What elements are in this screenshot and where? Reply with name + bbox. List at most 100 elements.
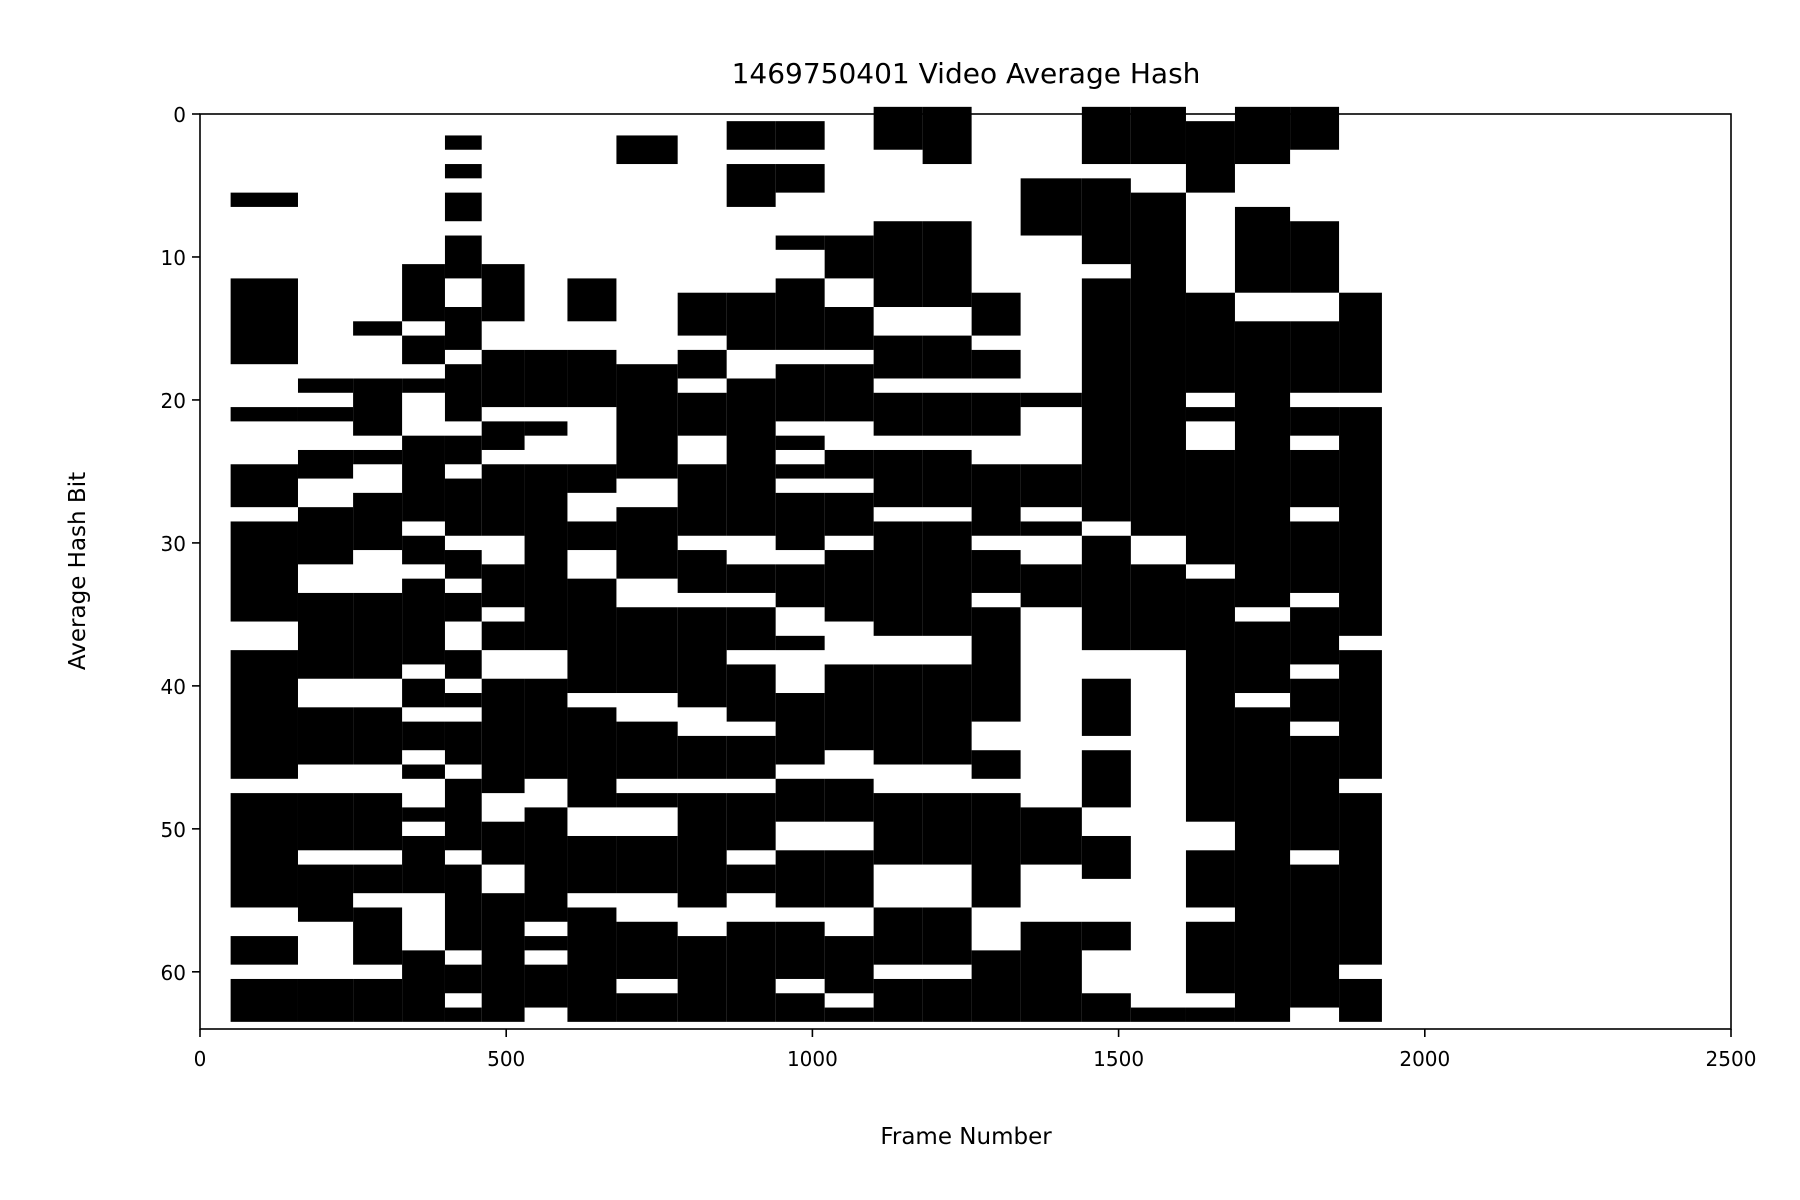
- hash-bit-cell: [567, 835, 617, 894]
- hash-bit-cell: [726, 735, 776, 779]
- hash-bit-cell: [726, 378, 776, 536]
- hash-bit-cell: [616, 607, 678, 694]
- hash-bit-cell: [353, 321, 403, 336]
- hash-bit-cell: [824, 936, 874, 994]
- y-tick-label: 0: [173, 103, 186, 127]
- hash-bit-cell: [230, 521, 298, 622]
- hash-bit-cell: [677, 292, 727, 336]
- hash-bit-cell: [444, 435, 482, 465]
- x-axis-label: Frame Number: [880, 1124, 1052, 1150]
- hash-bit-cell: [297, 507, 354, 565]
- hash-bit-cell: [230, 978, 298, 1022]
- hash-bit-cell: [971, 464, 1021, 536]
- hash-bit-cell: [824, 492, 874, 536]
- hash-bit-cell: [1234, 621, 1291, 694]
- hash-bit-cell: [1290, 449, 1340, 508]
- plot-area: [199, 106, 1732, 1030]
- hash-bit-cell: [567, 578, 617, 694]
- hash-bit-cell: [971, 793, 1021, 908]
- hash-bit-cell: [1290, 607, 1340, 665]
- hash-bit-cell: [444, 135, 482, 150]
- hash-bit-cell: [873, 335, 923, 379]
- x-tick-label: 0: [194, 1047, 207, 1071]
- hash-bit-cell: [677, 464, 727, 536]
- hash-bit-cell: [230, 464, 298, 508]
- hash-bit-cell: [677, 349, 727, 379]
- hash-bit-cell: [353, 378, 403, 436]
- hash-bit-cell: [481, 821, 525, 865]
- hash-bit-cell: [971, 750, 1021, 779]
- hash-bit-cell: [524, 421, 568, 436]
- hash-bit-cell: [567, 464, 617, 493]
- hash-bit-cell: [775, 564, 825, 608]
- hash-bit-cell: [1081, 178, 1131, 265]
- hash-bit-cell: [873, 793, 923, 865]
- hash-bit-cell: [775, 121, 825, 150]
- hash-bit-cell: [481, 621, 525, 651]
- hash-bit-cell: [402, 678, 445, 708]
- hash-bit-cell: [726, 793, 776, 851]
- hash-bit-cell: [1290, 221, 1340, 293]
- hash-bit-cell: [1185, 292, 1235, 393]
- hash-bit-cell: [402, 721, 445, 751]
- x-tick-label: 2000: [1399, 1047, 1450, 1071]
- hash-bit-cell: [230, 936, 298, 965]
- hash-bit-cell: [481, 678, 525, 794]
- hash-bit-cell: [353, 978, 403, 1022]
- hash-bit-cell: [1020, 807, 1082, 865]
- hash-bit-cell: [567, 521, 617, 551]
- hash-bit-cell: [1020, 521, 1082, 536]
- hash-bit-cell: [873, 978, 923, 1022]
- hash-bit-cell: [1339, 650, 1382, 779]
- hash-bit-cell: [297, 592, 354, 679]
- hash-bit-cell: [444, 778, 482, 851]
- hash-bit-cell: [1081, 750, 1131, 808]
- hash-bit-cell: [402, 578, 445, 665]
- hash-bit-cell: [297, 707, 354, 765]
- x-tick-label: 1500: [1093, 1047, 1144, 1071]
- hash-bit-cell: [524, 936, 568, 951]
- hash-bit-cell: [726, 921, 776, 1022]
- plot-frame: [199, 113, 1732, 1030]
- hash-bit-cell: [824, 449, 874, 479]
- hash-bit-cell: [1130, 1007, 1186, 1022]
- hash-bit-cell: [402, 435, 445, 522]
- hash-bit-cell: [402, 335, 445, 365]
- hash-bit-cell: [297, 978, 354, 1022]
- hash-bit-cell: [775, 492, 825, 551]
- hash-bit-cell: [1185, 1007, 1235, 1022]
- hash-bit-cell: [922, 335, 972, 379]
- hash-bit-cell: [775, 164, 825, 193]
- hash-bit-cell: [1234, 206, 1291, 293]
- hash-bit-cell: [353, 707, 403, 765]
- hash-bit-cell: [1290, 407, 1340, 436]
- hash-bit-cell: [677, 735, 727, 779]
- hash-bit-cell: [481, 421, 525, 450]
- hash-bit-cell: [677, 607, 727, 708]
- hash-bit-cell: [1081, 678, 1131, 736]
- hash-bit-cell: [873, 221, 923, 308]
- hash-bit-cell: [1290, 678, 1340, 722]
- hash-bit-cell: [444, 192, 482, 222]
- hash-bit-cell: [726, 864, 776, 894]
- hash-bit-cells: [230, 106, 1382, 1022]
- hash-bit-cell: [230, 650, 298, 779]
- hash-bit-cell: [824, 364, 874, 422]
- hash-bit-cell: [1290, 521, 1340, 593]
- hash-bit-cell: [444, 307, 482, 350]
- hash-bit-cell: [402, 764, 445, 779]
- hash-bit-cell: [775, 778, 825, 822]
- hash-bit-cell: [1185, 921, 1235, 994]
- hash-bit-cell: [1020, 392, 1082, 408]
- hash-bit-cell: [616, 793, 678, 808]
- hash-bit-cell: [775, 993, 825, 1022]
- y-tick-label: 10: [161, 246, 186, 270]
- hash-bit-cell: [873, 392, 923, 436]
- hash-bit-cell: [524, 464, 568, 651]
- hash-bit-cell: [481, 893, 525, 1022]
- hash-bit-cell: [1185, 578, 1235, 822]
- hash-bit-cell: [1130, 192, 1186, 536]
- y-tick-label: 50: [161, 818, 186, 842]
- hash-bit-cell: [353, 492, 403, 551]
- hash-bit-cell: [402, 378, 445, 393]
